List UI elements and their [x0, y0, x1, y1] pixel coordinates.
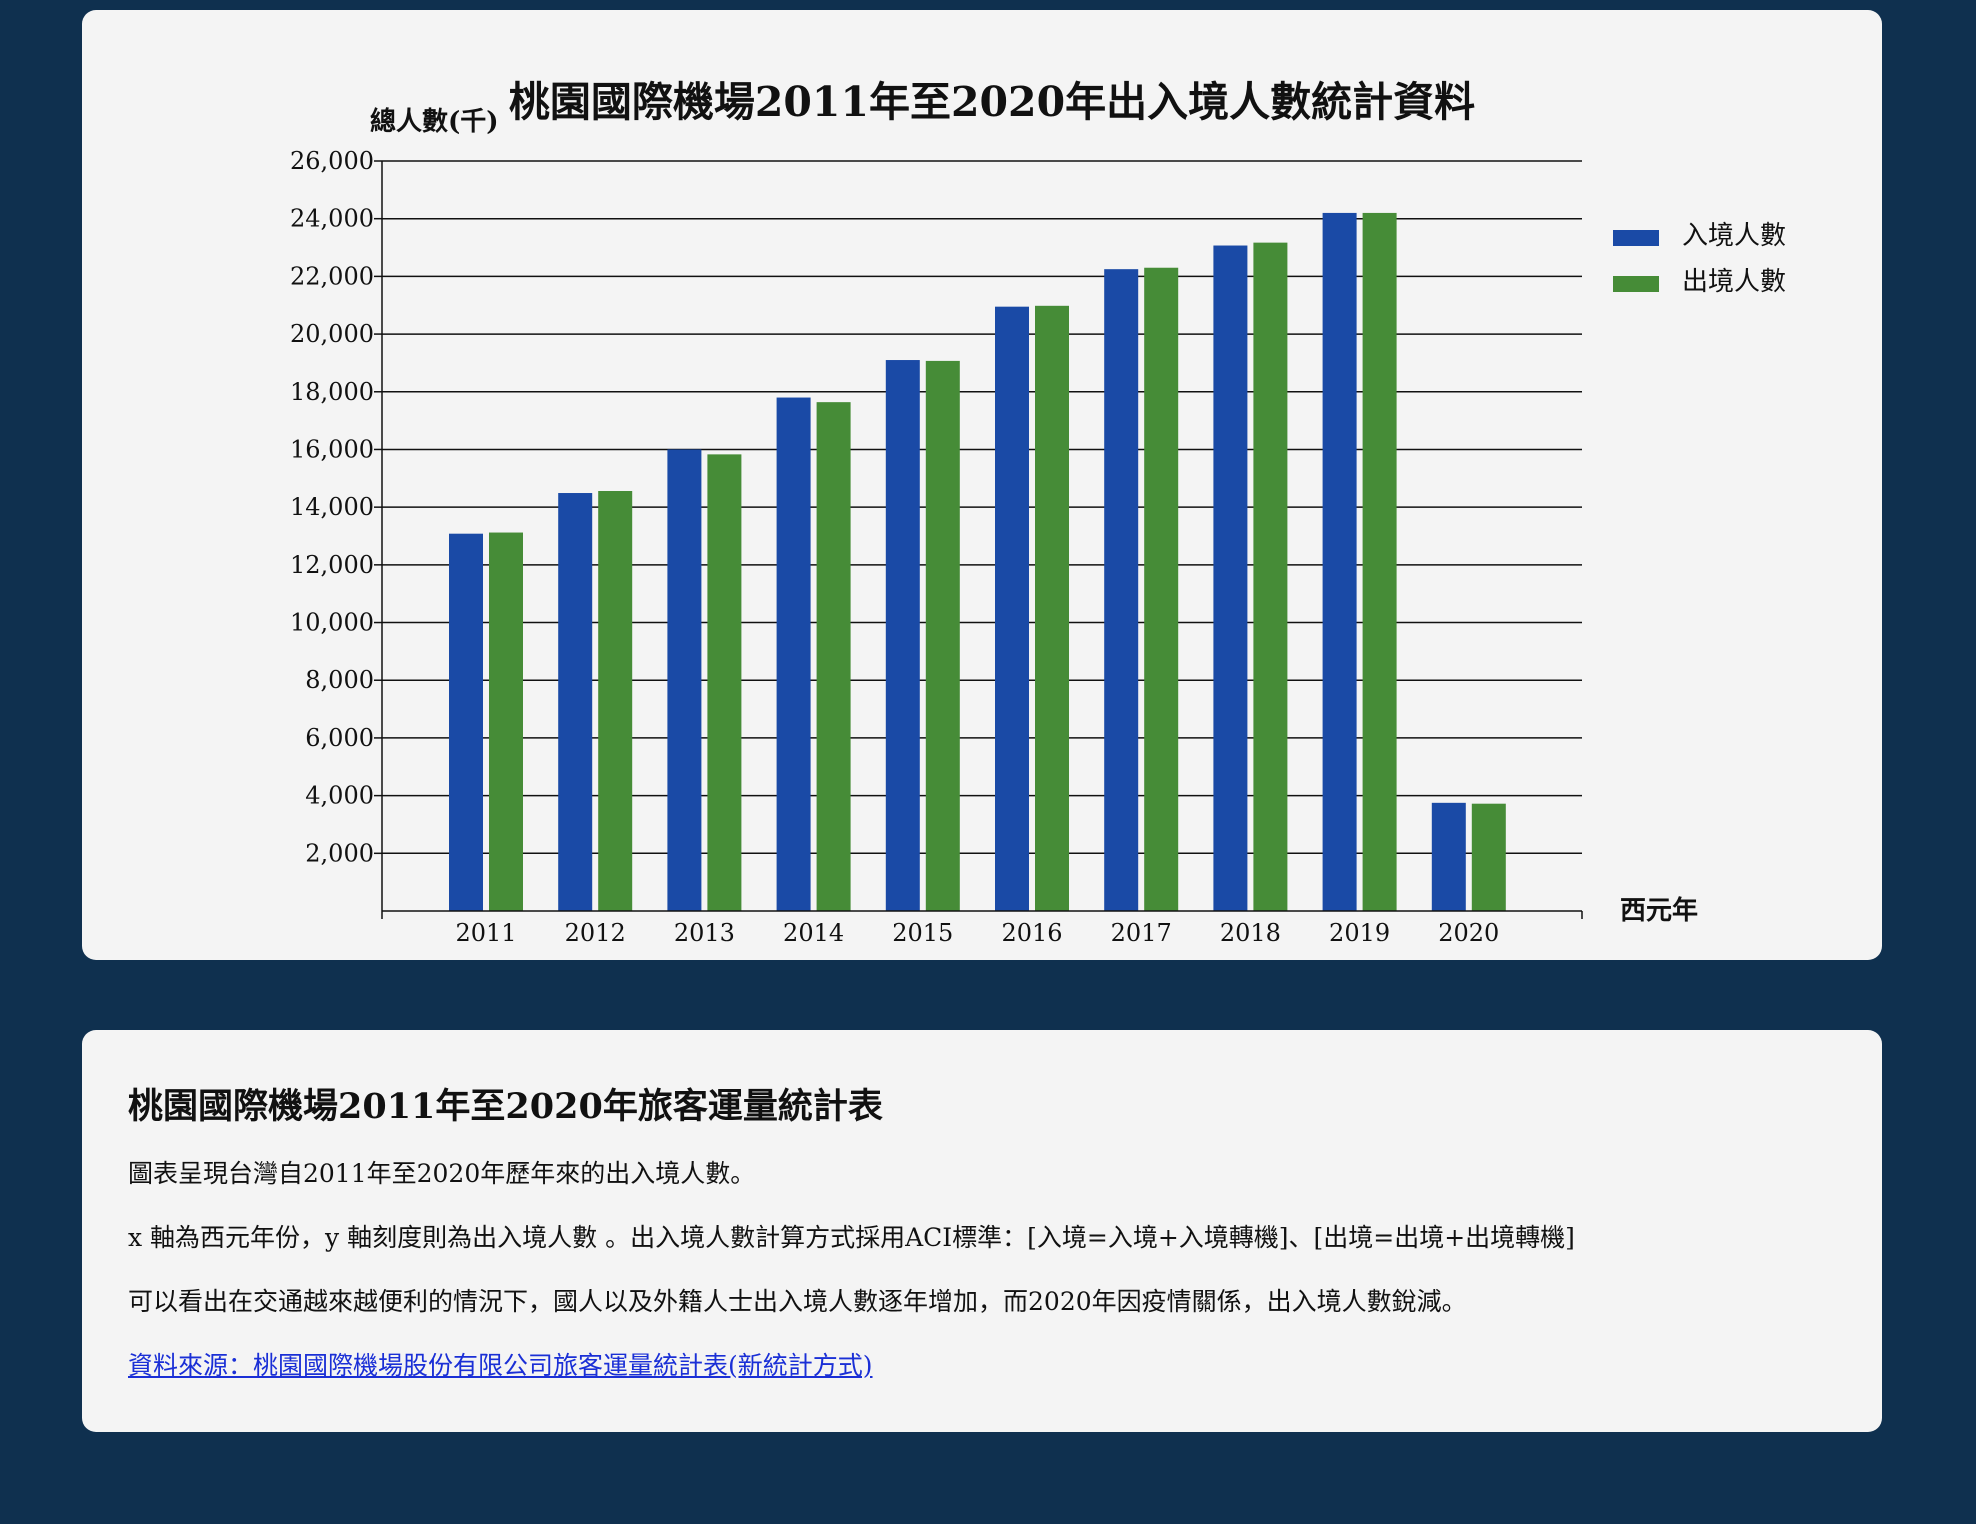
y-tick-label: 20,000: [290, 320, 374, 348]
x-tick-label: 2011: [455, 919, 516, 947]
info-paragraph-3: 可以看出在交通越來越便利的情況下，國人以及外籍人士出入境人數逐年增加，而2020…: [128, 1287, 1467, 1316]
bar-arrivals-2011: [449, 533, 483, 911]
bar-arrivals-2017: [1104, 269, 1139, 911]
info-title: 桃園國際機場2011年至2020年旅客運量統計表: [128, 1086, 883, 1127]
bar-departures-2015: [925, 360, 960, 912]
bars: [449, 212, 1506, 912]
legend-swatch: [1613, 230, 1659, 246]
x-tick-label: 2017: [1111, 919, 1172, 947]
bar-arrivals-2014: [776, 397, 811, 911]
x-axis-label: 西元年: [1620, 895, 1698, 926]
bar-arrivals-2016: [995, 306, 1029, 911]
bar-arrivals-2012: [558, 493, 593, 911]
info-paragraph-2: x 軸為西元年份，y 軸刻度則為出入境人數 。出入境人數計算方式採用ACI標準：…: [128, 1223, 1575, 1252]
y-tick-label: 26,000: [290, 147, 374, 175]
info-paragraph-1: 圖表呈現台灣自2011年至2020年歷年來的出入境人數。: [128, 1159, 756, 1188]
bar-arrivals-2018: [1213, 245, 1248, 911]
x-tick-label: 2014: [783, 919, 844, 947]
bar-departures-2016: [1035, 305, 1069, 911]
legend-label: 出境人數: [1682, 267, 1786, 297]
y-tick-label: 2,000: [305, 839, 374, 867]
bar-arrivals-2015: [885, 360, 920, 911]
x-tick-label: 2012: [565, 919, 626, 947]
x-tick-label: 2015: [892, 919, 953, 947]
bar-departures-2014: [816, 402, 851, 911]
y-tick-label: 4,000: [305, 782, 374, 810]
chart-title: 桃園國際機場2011年至2020年出入境人數統計資料: [509, 78, 1475, 126]
y-tick-label: 16,000: [290, 435, 374, 463]
x-tick-label: 2013: [674, 919, 735, 947]
x-tick-label: 2020: [1438, 919, 1499, 947]
y-tick-label: 12,000: [290, 551, 374, 579]
legend-swatch: [1613, 276, 1659, 292]
y-tick-label: 22,000: [290, 262, 374, 290]
bar-arrivals-2013: [667, 449, 702, 911]
y-tick-label: 10,000: [290, 609, 374, 637]
bar-arrivals-2019: [1322, 212, 1357, 911]
bar-departures-2018: [1253, 242, 1288, 911]
x-tick-label: 2019: [1329, 919, 1390, 947]
bar-departures-2011: [489, 532, 523, 911]
bar-departures-2017: [1144, 267, 1179, 911]
y-tick-label: 8,000: [305, 666, 374, 694]
legend-label: 入境人數: [1682, 221, 1786, 251]
y-tick-label: 24,000: [290, 205, 374, 233]
bar-arrivals-2020: [1431, 802, 1466, 911]
y-axis-label: 總人數(千): [370, 106, 499, 137]
bar-chart: 桃園國際機場2011年至2020年出入境人數統計資料 總人數(千) 西元年 2,…: [290, 78, 1786, 947]
x-tick-label: 2016: [1001, 919, 1062, 947]
y-tick-label: 14,000: [290, 493, 374, 521]
x-tick-label: 2018: [1220, 919, 1281, 947]
bar-departures-2012: [598, 491, 633, 911]
source-link[interactable]: 資料來源：桃園國際機場股份有限公司旅客運量統計表(新統計方式): [128, 1351, 873, 1380]
chart-card: 桃園國際機場2011年至2020年出入境人數統計資料 總人數(千) 西元年 2,…: [82, 10, 1882, 960]
bar-departures-2013: [707, 454, 742, 911]
y-tick-label: 18,000: [290, 378, 374, 406]
bar-departures-2020: [1471, 803, 1506, 911]
y-tick-label: 6,000: [305, 724, 374, 752]
info-card: 桃園國際機場2011年至2020年旅客運量統計表 圖表呈現台灣自2011年至20…: [82, 1030, 1882, 1432]
axes: 2,000 4,000 6,000 8,000 10,000 12,000 14,000 16…: [290, 147, 1583, 947]
bar-departures-2019: [1362, 212, 1397, 911]
